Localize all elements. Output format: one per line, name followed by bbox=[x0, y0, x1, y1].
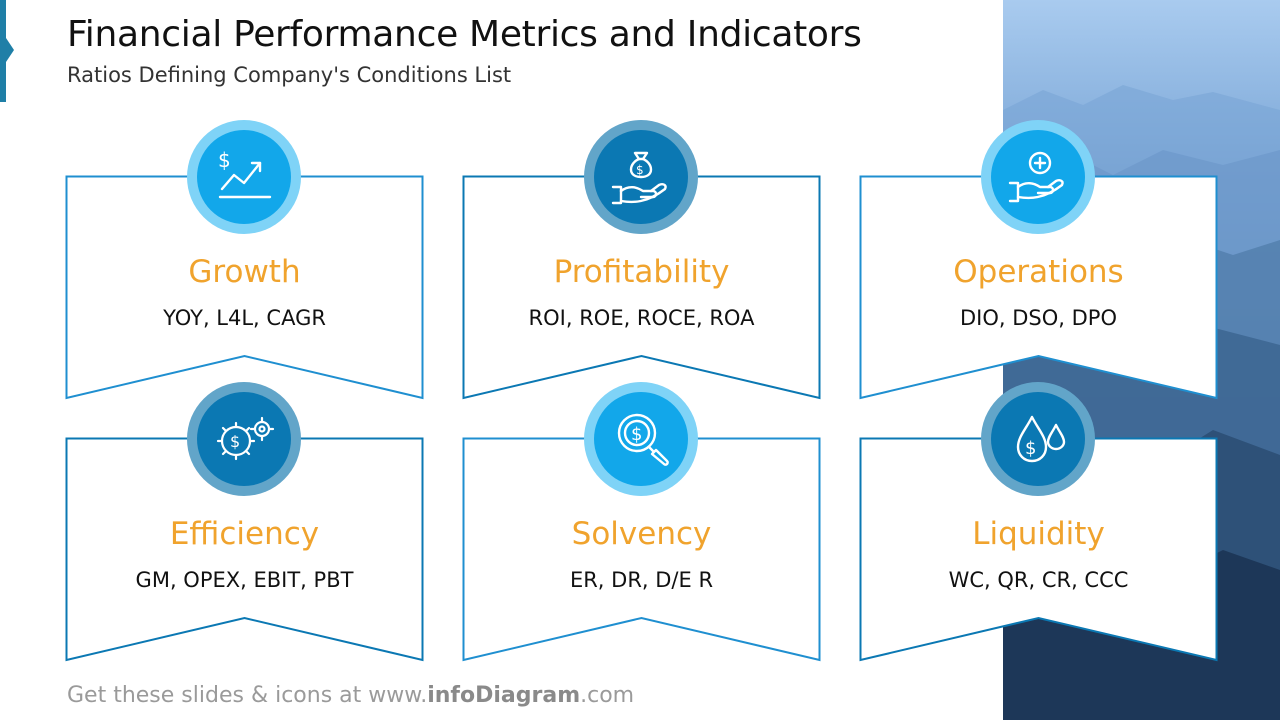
card-frame bbox=[65, 437, 424, 662]
page-subtitle: Ratios Defining Company's Conditions Lis… bbox=[67, 63, 512, 87]
card-metrics: ER, DR, D/E R bbox=[569, 568, 714, 592]
footer-prefix: Get these slides & icons at www. bbox=[67, 683, 428, 708]
efficiency-circle: $ bbox=[187, 382, 301, 496]
growth-chart-icon: $ bbox=[218, 148, 272, 199]
card-liquidity: Liquidity WC, QR, CR, CCC bbox=[859, 437, 1218, 662]
footer-brand: infoDiagram bbox=[427, 683, 581, 708]
hand-plus-icon bbox=[1008, 151, 1064, 203]
svg-text:$: $ bbox=[218, 148, 231, 172]
solvency-circle: $ bbox=[584, 382, 698, 496]
svg-text:$: $ bbox=[636, 163, 644, 177]
card-efficiency: Efficiency GM, OPEX, EBIT, PBT bbox=[65, 437, 424, 662]
card-metrics: DIO, DSO, DPO bbox=[960, 306, 1117, 330]
footer-suffix: .com bbox=[580, 683, 635, 708]
drops-dollar-icon: $ bbox=[1016, 415, 1066, 463]
card-metrics: YOY, L4L, CAGR bbox=[163, 306, 326, 330]
svg-text:$: $ bbox=[631, 424, 642, 445]
card-frame bbox=[462, 437, 821, 662]
card-frame bbox=[859, 437, 1218, 662]
card-frame bbox=[859, 175, 1218, 400]
svg-text:$: $ bbox=[1025, 438, 1036, 459]
liquidity-circle: $ bbox=[981, 382, 1095, 496]
svg-text:$: $ bbox=[230, 432, 240, 451]
card-metrics: GM, OPEX, EBIT, PBT bbox=[135, 568, 354, 592]
page-title: Financial Performance Metrics and Indica… bbox=[67, 14, 862, 55]
accent-notch bbox=[6, 38, 14, 62]
card-frame bbox=[65, 175, 424, 400]
card-metrics: WC, QR, CR, CCC bbox=[948, 568, 1129, 592]
card-metrics: ROI, ROE, ROCE, ROA bbox=[528, 306, 755, 330]
magnifier-dollar-icon: $ bbox=[617, 413, 669, 466]
footer-note: Get these slides & icons at www.infoDiag… bbox=[67, 683, 634, 708]
card-title: Efficiency bbox=[169, 516, 320, 552]
card-operations: Operations DIO, DSO, DPO bbox=[859, 175, 1218, 400]
card-title: Growth bbox=[188, 254, 301, 290]
profitability-circle: $ bbox=[584, 120, 698, 234]
money-bag-hand-icon: $ bbox=[611, 151, 667, 205]
accent-bar bbox=[0, 0, 6, 102]
operations-circle bbox=[981, 120, 1095, 234]
card-title: Liquidity bbox=[972, 516, 1105, 552]
card-title: Operations bbox=[953, 254, 1124, 290]
gears-dollar-icon: $ bbox=[216, 416, 275, 461]
card-solvency: Solvency ER, DR, D/E R bbox=[462, 437, 821, 662]
card-profitability: Profitability ROI, ROE, ROCE, ROA bbox=[462, 175, 821, 400]
growth-circle: $ bbox=[187, 120, 301, 234]
card-title: Profitability bbox=[553, 254, 730, 290]
card-growth: Growth YOY, L4L, CAGR bbox=[65, 175, 424, 400]
card-frame bbox=[462, 175, 821, 400]
card-title: Solvency bbox=[571, 516, 712, 552]
